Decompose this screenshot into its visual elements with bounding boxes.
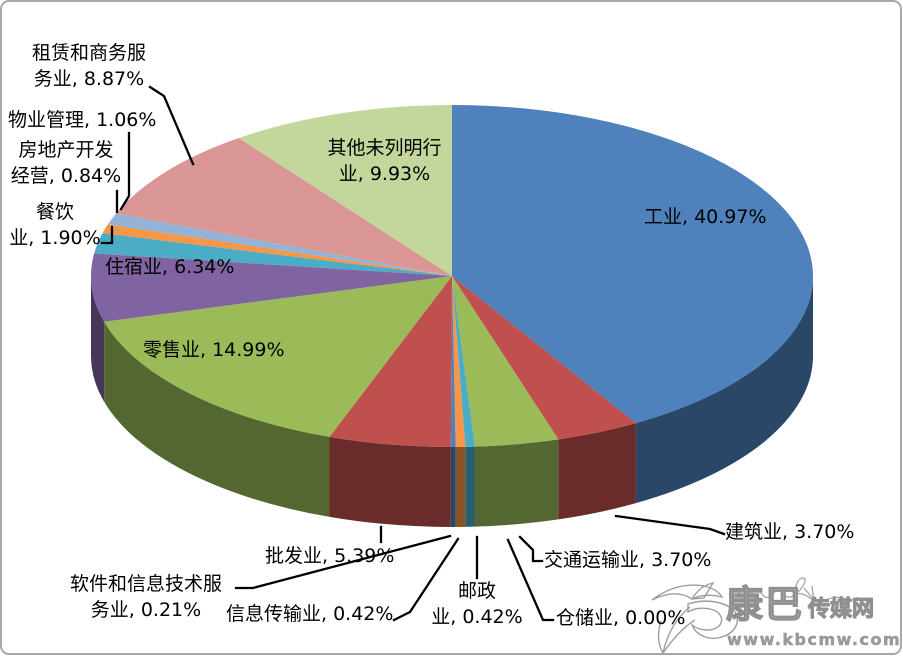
pie-slice-info-transmission [452, 276, 466, 447]
slice-label-software-it: 软件和信息技术服 务业, 0.21% [69, 573, 222, 621]
pie-slice-side-accommodation [91, 276, 105, 402]
slice-label-transport: 交通运输业, 3.70% [544, 549, 712, 571]
leader-line [234, 534, 452, 590]
pie-slice-side-transport [474, 439, 559, 527]
slice-label-warehousing: 仓储业, 0.00% [556, 607, 686, 629]
watermark-url: www.kbcmw.com [727, 630, 902, 649]
pie-slice-industry [452, 105, 814, 424]
leader-line [100, 225, 114, 245]
pie-slice-real-estate [102, 224, 452, 276]
pie-slice-catering [94, 233, 453, 276]
slice-label-wholesale: 批发业, 5.39% [265, 545, 395, 567]
slice-label-property-mgmt: 物业管理, 1.06% [8, 109, 157, 131]
pie-slice-side-retail [104, 321, 330, 517]
slice-label-postal: 邮政 业, 0.42% [431, 580, 523, 628]
pie-slice-side-postal [465, 446, 475, 527]
watermark-flourish [728, 577, 859, 603]
pie-slice-leasing [116, 138, 453, 276]
slice-label-catering: 餐饮 业, 1.90% [9, 201, 101, 249]
leader-line [148, 85, 195, 166]
pie-slice-tops [91, 105, 814, 448]
watermark-sitename-large: 康巴 [725, 583, 804, 626]
pie-slice-property-mgmt [107, 213, 453, 276]
pie-slice-postal [452, 276, 475, 447]
pie-slice-wholesale [329, 276, 452, 447]
slice-label-other: 其他未列明行 业, 9.93% [327, 137, 442, 185]
slice-label-real-estate: 房地产开发 经营, 0.84% [10, 139, 122, 187]
slice-label-accommodation: 住宿业, 6.34% [105, 256, 235, 278]
watermark-sitename: 康巴 传媒网 [725, 583, 875, 626]
pie-slice-transport [452, 276, 559, 447]
pie-slice-construction [452, 276, 636, 440]
pie-slice-accommodation [91, 253, 453, 322]
leader-line [119, 131, 131, 211]
pie-slice-side-construction [558, 423, 636, 520]
pie-slice-retail [104, 276, 452, 437]
pie-slice-side-software-it [450, 446, 456, 527]
watermark-sitename-small: 传媒网 [807, 597, 875, 623]
slice-label-leasing: 租赁和商务服 务业, 8.87% [31, 42, 146, 90]
pie-slice-other [238, 105, 452, 276]
slice-label-retail: 零售业, 14.99% [143, 339, 285, 361]
pie-slice-side-industry [635, 276, 813, 504]
pie-slice-side-info-transmission [455, 446, 466, 527]
leader-lines [100, 85, 726, 622]
slice-label-construction: 建筑业, 3.70% [725, 521, 855, 543]
pie-slice-software-it [450, 276, 456, 448]
leader-line [518, 535, 544, 563]
leader-line [506, 538, 555, 622]
pie-slice-side-wholesale [329, 436, 451, 527]
leader-line [614, 514, 726, 536]
pie-slice-sides [91, 276, 813, 527]
slice-label-industry: 工业, 40.97% [644, 206, 767, 228]
leader-line [392, 537, 460, 622]
slice-label-info-transmission: 信息传输业, 0.42% [226, 603, 394, 625]
